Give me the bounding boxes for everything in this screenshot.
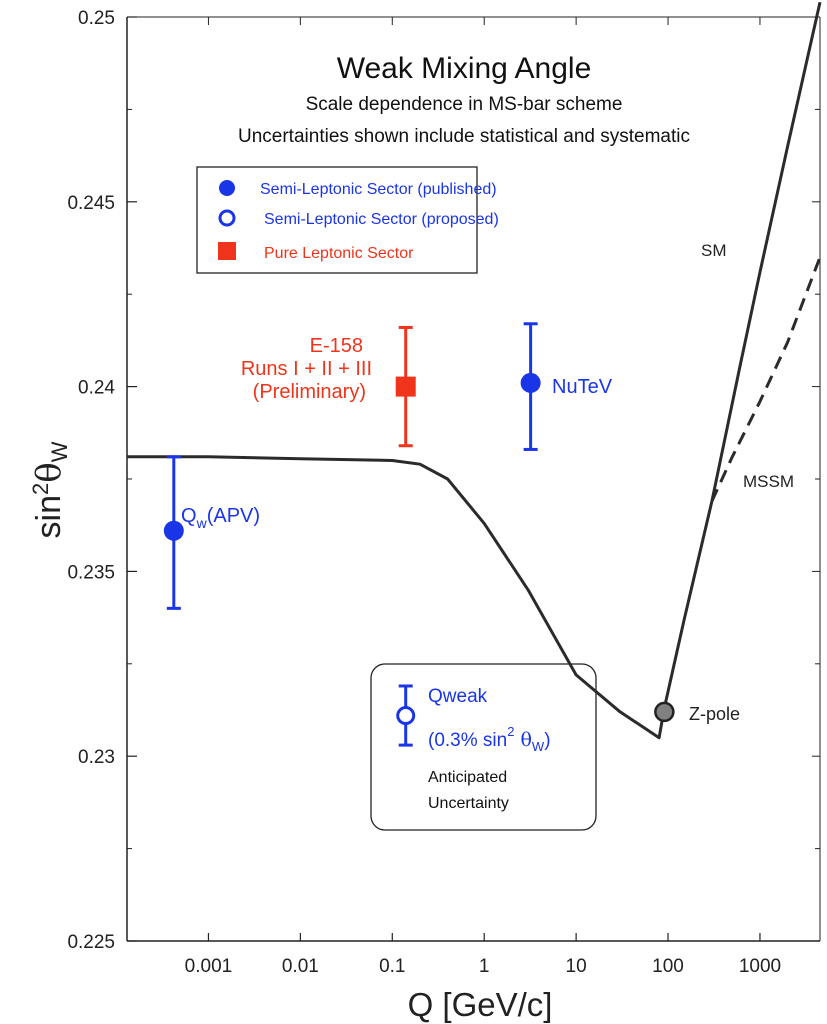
x-tick-label: 0.1 (379, 956, 405, 977)
data-points (163, 322, 675, 747)
y-tick-label: 0.245 (67, 193, 115, 214)
y-axis-title-sin: sin (30, 495, 68, 538)
nutev-label: NuTeV (552, 376, 613, 398)
y-tick-label: 0.24 (78, 378, 115, 399)
x-tick-label: 1 (479, 956, 490, 977)
y-tick-label: 0.225 (67, 932, 115, 953)
y-tick-label: 0.25 (78, 8, 115, 29)
zpole-label: Z-pole (689, 704, 740, 724)
legend-box (196, 166, 478, 274)
apv-label-sub: w (196, 515, 208, 531)
q-w-apv-point (163, 520, 184, 541)
mssm-curve (710, 256, 822, 502)
x-tick-label: 0.01 (282, 956, 319, 977)
x-tick-label: 0.001 (185, 956, 233, 977)
mssm-curve-label: MSSM (743, 472, 794, 491)
qweak-note-line2: Uncertainty (428, 795, 509, 812)
nutev-point (520, 372, 541, 393)
y-axis-title-theta: θ (29, 462, 69, 482)
qweak-precision-prefix: (0.3% sin (428, 730, 507, 751)
sm-curve (127, 1, 822, 740)
x-tick-label: 1000 (739, 956, 781, 977)
e-158-point (395, 376, 416, 397)
qweak-precision-sub: W (532, 739, 545, 754)
y-axis-title: sin2θW (28, 441, 72, 538)
x-tick-label: 10 (566, 956, 587, 977)
legend-label-leptonic: Pure Leptonic Sector (264, 245, 414, 262)
e158-label-line2: Runs I + II + III (241, 358, 372, 380)
y-tick-label: 0.23 (78, 747, 115, 768)
z-pole-point (654, 701, 675, 723)
legend-marker-leptonic (218, 242, 236, 260)
y-axis-title-exponent: 2 (28, 483, 53, 495)
legend-label-proposed: Semi-Leptonic Sector (proposed) (264, 211, 499, 228)
qweak-precision-theta: θ (514, 729, 531, 751)
qweak-box: Qweak (0.3% sin2 θW) Anticipated Uncerta… (370, 663, 597, 831)
qweak-point (396, 706, 416, 726)
legend-label-published: Semi-Leptonic Sector (published) (260, 181, 497, 198)
qweak-box-frame (370, 663, 597, 831)
theory-curves (127, 1, 822, 740)
chart-subtitle-2: Uncertainties shown include statistical … (238, 126, 690, 147)
apv-label: Qw(APV) (181, 505, 260, 531)
y-axis-ticks: 0.225 0.23 0.235 0.24 0.245 0.25 (67, 8, 820, 953)
y-tick-label: 0.235 (67, 562, 115, 583)
qweak-precision-sup: 2 (507, 724, 514, 739)
qweak-precision-suffix: ) (544, 730, 550, 751)
legend: Semi-Leptonic Sector (published) Semi-Le… (196, 166, 499, 274)
sm-curve-label: SM (701, 241, 727, 260)
chart-subtitle-1: Scale dependence in MS-bar scheme (306, 94, 623, 115)
e158-label-line3: (Preliminary) (253, 381, 366, 403)
apv-label-q: Q (181, 505, 197, 527)
x-axis-title: Q [GeV/c] (408, 986, 553, 1023)
x-axis-ticks: 0.001 0.01 0.1 1 10 100 1000 (185, 17, 781, 977)
apv-label-tail: (APV) (207, 505, 260, 527)
legend-marker-published (219, 180, 235, 196)
y-axis-title-subscript: W (47, 441, 72, 462)
qweak-precision-label: (0.3% sin2 θW) (428, 724, 551, 754)
qweak-note-line1: Anticipated (428, 769, 507, 786)
legend-marker-proposed (218, 209, 236, 227)
e158-label-line1: E-158 (310, 335, 363, 357)
x-tick-label: 100 (652, 956, 684, 977)
chart-title: Weak Mixing Angle (337, 52, 592, 85)
qweak-label: Qweak (428, 686, 488, 707)
